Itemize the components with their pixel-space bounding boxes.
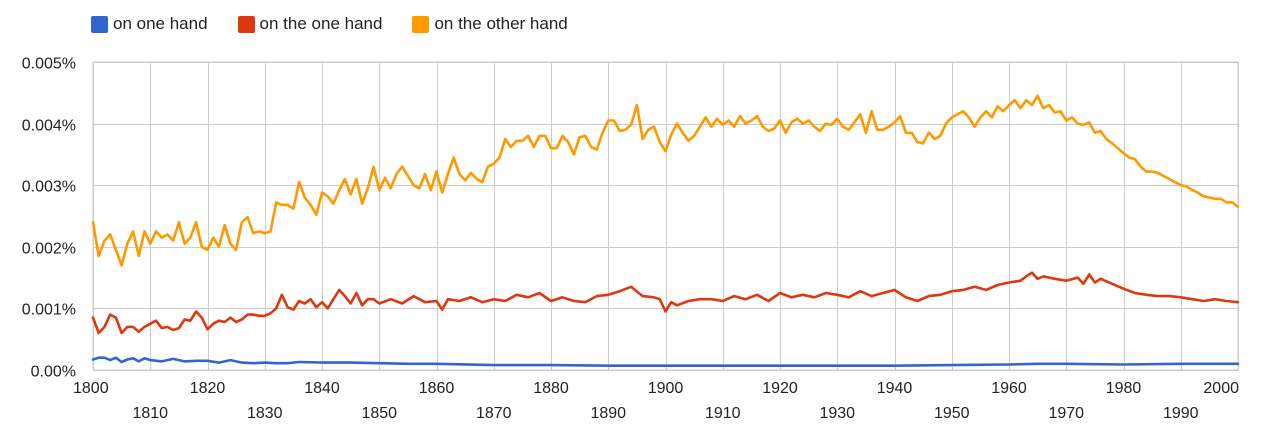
x-tick-label: 1930 [819,405,855,422]
x-tick-label: 1870 [476,405,512,422]
x-tick-label: 1860 [419,380,455,397]
x-tick-label: 1940 [877,380,913,397]
chart-series [91,94,1240,367]
x-tick-label: 1820 [190,380,226,397]
x-tick-label: 1980 [1106,380,1142,397]
x-tick-label: 1970 [1048,405,1084,422]
x-tick-label: 1920 [762,380,798,397]
series-line [91,94,1240,267]
x-tick-label: 1840 [304,380,340,397]
x-tick-label: 1890 [590,405,626,422]
legend-label: on one hand [113,14,208,33]
legend-label: on the one hand [259,14,383,33]
legend-item-on-one-hand[interactable]: on one hand [91,14,208,34]
legend-swatch [237,15,255,33]
x-tick-label: 1900 [648,380,684,397]
legend-swatch [91,15,108,33]
x-tick-label: 1990 [1163,405,1199,422]
chart-grid [92,61,1239,371]
x-tick-label: 1810 [132,405,168,422]
y-tick-label: 0.005% [22,56,76,73]
legend-item-on-the-other-hand[interactable]: on the other hand [412,14,568,34]
x-tick-label: 1880 [533,380,569,397]
chart-axes: 0.00% 0.001% 0.002% 0.003% 0.004% 0.005% 1800 1… [22,56,1239,423]
x-tick-label: 2000 [1203,380,1239,397]
y-tick-label: 0.001% [22,302,76,319]
y-tick-label: 0.003% [22,179,76,196]
legend-swatch [412,15,430,33]
series-line [91,271,1240,335]
x-tick-label: 1910 [705,405,741,422]
legend-item-on-the-one-hand[interactable]: on the one hand [237,14,383,34]
y-tick-label: 0.004% [22,118,76,135]
y-tick-label: 0.00% [31,364,76,381]
series-line [91,356,1240,367]
x-tick-label: 1850 [361,405,397,422]
legend-label: on the other hand [434,14,568,33]
chart-legend: on one hand on the one hand on the other… [91,12,598,36]
x-tick-label: 1800 [73,380,109,397]
x-tick-label: 1960 [991,380,1027,397]
x-tick-label: 1830 [247,405,283,422]
y-tick-label: 0.002% [22,241,76,258]
x-tick-label: 1950 [934,405,970,422]
